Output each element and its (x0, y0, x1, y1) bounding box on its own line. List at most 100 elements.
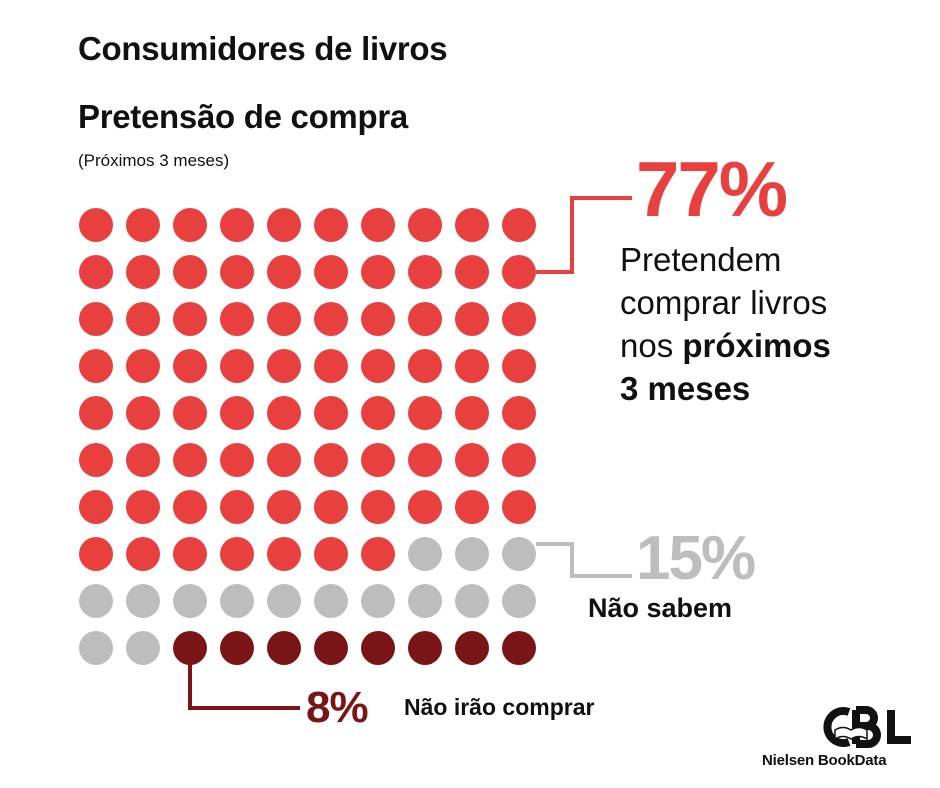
dot-unsure-89 (455, 584, 489, 618)
dot-will-buy-43 (173, 396, 207, 430)
dot-will-buy-36 (314, 349, 348, 383)
dot-will-buy-21 (79, 302, 113, 336)
dot-will-buy-73 (173, 537, 207, 571)
dot-will-buy-70 (502, 490, 536, 524)
dot-will-buy-32 (126, 349, 160, 383)
dot-will-buy-60 (502, 443, 536, 477)
dot-will-buy-76 (314, 537, 348, 571)
dot-will-buy-25 (267, 302, 301, 336)
dot-will-buy-26 (314, 302, 348, 336)
dot-wont-buy-99 (455, 631, 489, 665)
dot-will-buy-37 (361, 349, 395, 383)
dot-will-buy-46 (314, 396, 348, 430)
dot-will-buy-68 (408, 490, 442, 524)
dot-will-buy-34 (220, 349, 254, 383)
dot-unsure-85 (267, 584, 301, 618)
dot-unsure-92 (126, 631, 160, 665)
dot-will-buy-10 (502, 208, 536, 242)
dot-unsure-88 (408, 584, 442, 618)
dot-will-buy-77 (361, 537, 395, 571)
desc-will-buy-line3: nos próximos (620, 324, 920, 367)
cbl-logo-icon (823, 706, 911, 748)
dot-will-buy-12 (126, 255, 160, 289)
dot-will-buy-5 (267, 208, 301, 242)
dot-will-buy-29 (455, 302, 489, 336)
dot-will-buy-63 (173, 490, 207, 524)
dot-will-buy-53 (173, 443, 207, 477)
dot-will-buy-16 (314, 255, 348, 289)
dot-will-buy-20 (502, 255, 536, 289)
dot-wont-buy-98 (408, 631, 442, 665)
dot-will-buy-45 (267, 396, 301, 430)
chart-title: Consumidores de livros (78, 30, 448, 67)
dot-will-buy-19 (455, 255, 489, 289)
dot-will-buy-30 (502, 302, 536, 336)
dot-will-buy-64 (220, 490, 254, 524)
dot-will-buy-31 (79, 349, 113, 383)
dot-wont-buy-94 (220, 631, 254, 665)
dot-unsure-84 (220, 584, 254, 618)
dot-unsure-78 (408, 537, 442, 571)
dot-will-buy-38 (408, 349, 442, 383)
chart-note: (Próximos 3 meses) (78, 151, 230, 170)
dot-will-buy-65 (267, 490, 301, 524)
desc-will-buy: Pretendem comprar livros nos próximos 3 … (620, 238, 920, 410)
dot-unsure-90 (502, 584, 536, 618)
dot-unsure-80 (502, 537, 536, 571)
percent-wont-buy: 8% (306, 683, 369, 732)
dot-will-buy-66 (314, 490, 348, 524)
dot-will-buy-2 (126, 208, 160, 242)
dot-will-buy-40 (502, 349, 536, 383)
dot-unsure-91 (79, 631, 113, 665)
dot-will-buy-6 (314, 208, 348, 242)
dot-will-buy-59 (455, 443, 489, 477)
dot-will-buy-33 (173, 349, 207, 383)
dot-unsure-83 (173, 584, 207, 618)
dot-will-buy-74 (220, 537, 254, 571)
dot-unsure-82 (126, 584, 160, 618)
connector-lines (188, 196, 632, 710)
dot-will-buy-51 (79, 443, 113, 477)
dot-will-buy-75 (267, 537, 301, 571)
dot-will-buy-27 (361, 302, 395, 336)
brand-name: Nielsen BookData (762, 752, 887, 769)
dot-will-buy-62 (126, 490, 160, 524)
connector-will-buy (536, 196, 632, 274)
dot-unsure-81 (79, 584, 113, 618)
chart-subtitle: Pretensão de compra (78, 98, 408, 135)
connector-wont-buy (188, 648, 300, 710)
waffle-dots (79, 208, 536, 665)
dot-will-buy-7 (361, 208, 395, 242)
dot-will-buy-61 (79, 490, 113, 524)
dot-will-buy-15 (267, 255, 301, 289)
desc-will-buy-line4: 3 meses (620, 367, 920, 410)
dot-unsure-79 (455, 537, 489, 571)
desc-will-buy-line3b: próximos (682, 327, 831, 364)
dot-will-buy-71 (79, 537, 113, 571)
dot-will-buy-17 (361, 255, 395, 289)
dot-will-buy-22 (126, 302, 160, 336)
dot-will-buy-52 (126, 443, 160, 477)
dot-will-buy-49 (455, 396, 489, 430)
dot-will-buy-47 (361, 396, 395, 430)
desc-will-buy-line4-text: 3 meses (620, 370, 751, 407)
dot-will-buy-23 (173, 302, 207, 336)
dot-will-buy-18 (408, 255, 442, 289)
dot-wont-buy-96 (314, 631, 348, 665)
dot-will-buy-28 (408, 302, 442, 336)
dot-wont-buy-97 (361, 631, 395, 665)
dot-will-buy-50 (502, 396, 536, 430)
percent-will-buy: 77% (636, 145, 788, 233)
dot-will-buy-14 (220, 255, 254, 289)
dot-will-buy-55 (267, 443, 301, 477)
dot-will-buy-41 (79, 396, 113, 430)
desc-will-buy-line1: Pretendem (620, 241, 782, 278)
dot-will-buy-67 (361, 490, 395, 524)
dot-will-buy-58 (408, 443, 442, 477)
dot-will-buy-4 (220, 208, 254, 242)
dot-wont-buy-95 (267, 631, 301, 665)
dot-will-buy-1 (79, 208, 113, 242)
dot-will-buy-24 (220, 302, 254, 336)
desc-will-buy-line3a: nos (620, 327, 683, 364)
